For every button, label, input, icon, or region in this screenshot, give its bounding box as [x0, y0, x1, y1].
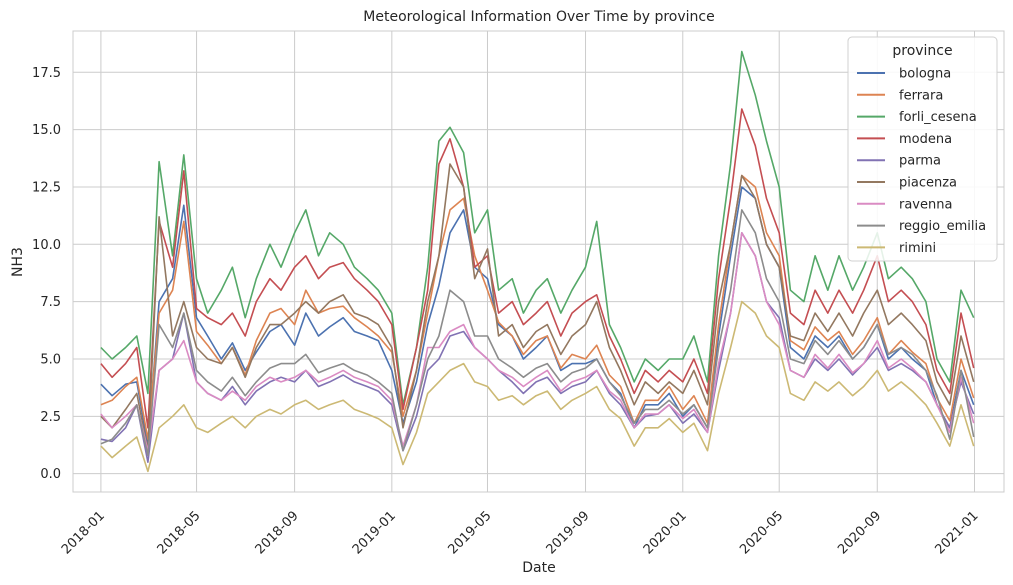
x-tick-label: 2018-09 — [253, 508, 302, 557]
y-tick-label: 5.0 — [40, 352, 61, 367]
legend: province bologna ferrara forli_cesenamodena… — [847, 36, 998, 262]
legend-label-ferrara: ferrara — [899, 88, 943, 103]
y-tick-label: 7.5 — [40, 295, 61, 310]
legend-label-ravenna: ravenna — [899, 197, 952, 212]
x-axis-label: Date — [522, 560, 555, 576]
grid — [73, 31, 1004, 492]
x-axis-ticks: 2018-01 2018-05 2018-09 2019-01 2019-05 2019-… — [59, 508, 982, 557]
legend-label-rimini: rimini — [899, 241, 936, 256]
x-tick-label: 2020-05 — [737, 508, 786, 557]
series-line-modena — [100, 108, 975, 429]
y-tick-label: 15.0 — [32, 123, 61, 138]
x-tick-label: 2019-09 — [544, 508, 593, 557]
legend-label-piacenza: piacenza — [899, 176, 957, 191]
x-tick-label: 2018-05 — [155, 508, 204, 557]
y-axis-ticks: 0.0 2.5 5.0 7.5 10.0 12.5 15.0 17.5 — [32, 66, 61, 482]
plot-frame — [72, 30, 1005, 493]
series-line-parma — [100, 232, 975, 464]
legend-title: province — [892, 43, 952, 59]
y-tick-label: 17.5 — [32, 66, 61, 81]
legend-label-forli_cesena: forli_cesena — [899, 110, 977, 125]
x-tick-label: 2020-09 — [835, 508, 884, 557]
x-tick-label: 2019-01 — [350, 508, 399, 557]
series-lines — [100, 50, 975, 473]
legend-label-parma: parma — [899, 154, 941, 169]
series-line-rimini — [100, 300, 975, 473]
y-axis-label: NH3 — [10, 247, 26, 277]
y-tick-label: 12.5 — [32, 180, 61, 195]
series-line-bologna — [100, 186, 975, 447]
legend-label-reggio_emilia: reggio_emilia — [899, 219, 986, 234]
series-line-piacenza — [100, 163, 975, 452]
y-tick-label: 0.0 — [40, 467, 61, 482]
legend-box — [847, 36, 998, 262]
y-tick-label: 2.5 — [40, 410, 61, 425]
legend-label-bologna: bologna — [899, 67, 951, 82]
x-tick-label: 2018-01 — [59, 508, 108, 557]
x-tick-label: 2020-01 — [641, 508, 690, 557]
series-line-ravenna — [100, 232, 975, 452]
x-tick-label: 2019-05 — [446, 508, 495, 557]
x-tick-label: 2021-01 — [933, 508, 982, 557]
legend-label-modena: modena — [899, 132, 952, 147]
chart-title: Meteorological Information Over Time by … — [363, 9, 714, 25]
series-line-forli_cesena — [100, 50, 975, 406]
y-tick-label: 10.0 — [32, 238, 61, 253]
series-line-ferrara — [100, 174, 975, 441]
series-line-reggio_emilia — [100, 209, 975, 457]
